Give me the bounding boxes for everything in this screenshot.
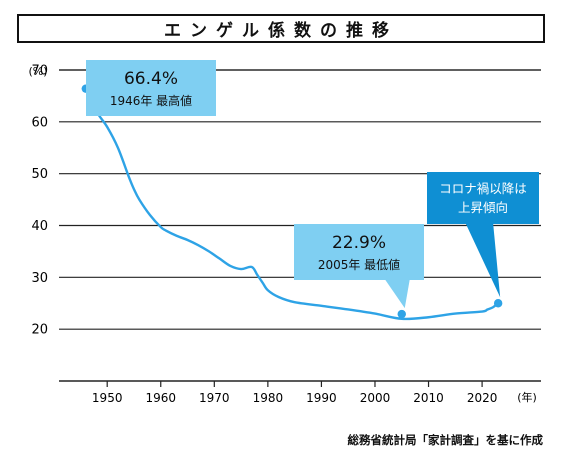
- source-note: 総務省統計局「家計調査」を基に作成: [347, 433, 544, 447]
- y-tick-label: 20: [31, 323, 48, 338]
- chart-title: エンゲル係数の推移: [17, 14, 545, 43]
- callout-text: 2005年 最低値: [318, 257, 400, 272]
- callout-box: [294, 224, 424, 280]
- x-axis-label: (年): [517, 390, 537, 404]
- x-tick-label: 1990: [306, 391, 337, 405]
- callout: 22.9% 2005年 最低値: [294, 224, 424, 319]
- x-tick-label: 1960: [145, 391, 176, 405]
- y-tick-label: 70: [31, 64, 48, 79]
- data-point-marker: [493, 299, 503, 308]
- x-tick-label: 2010: [413, 391, 444, 405]
- y-axis-label: (%): [28, 65, 47, 78]
- x-tick-label: 1950: [92, 391, 123, 405]
- callout-pointer: [465, 222, 501, 298]
- callout-text: 上昇傾向: [458, 200, 508, 215]
- callout-text: 1946年 最高値: [110, 93, 192, 108]
- series-line: [84, 88, 499, 321]
- data-point-marker: [397, 309, 406, 319]
- y-tick-label: 30: [31, 271, 48, 286]
- callout-value: 22.9%: [332, 233, 386, 253]
- y-tick-label: 60: [31, 115, 48, 130]
- x-tick-label: 1970: [199, 391, 230, 405]
- y-tick-label: 50: [31, 167, 48, 182]
- callout: 66.4% 1946年 最高値: [81, 60, 216, 116]
- y-tick-label: 40: [31, 219, 48, 234]
- callout-value: 66.4%: [124, 69, 178, 89]
- callout-box: [86, 60, 216, 116]
- callout-pointer: [384, 278, 410, 309]
- x-tick-label: 2020: [467, 391, 498, 405]
- x-tick-label: 2000: [360, 391, 391, 405]
- callout-box: [427, 172, 539, 224]
- x-tick-label: 1980: [253, 391, 284, 405]
- callout-text: コロナ禍以降は: [439, 181, 527, 196]
